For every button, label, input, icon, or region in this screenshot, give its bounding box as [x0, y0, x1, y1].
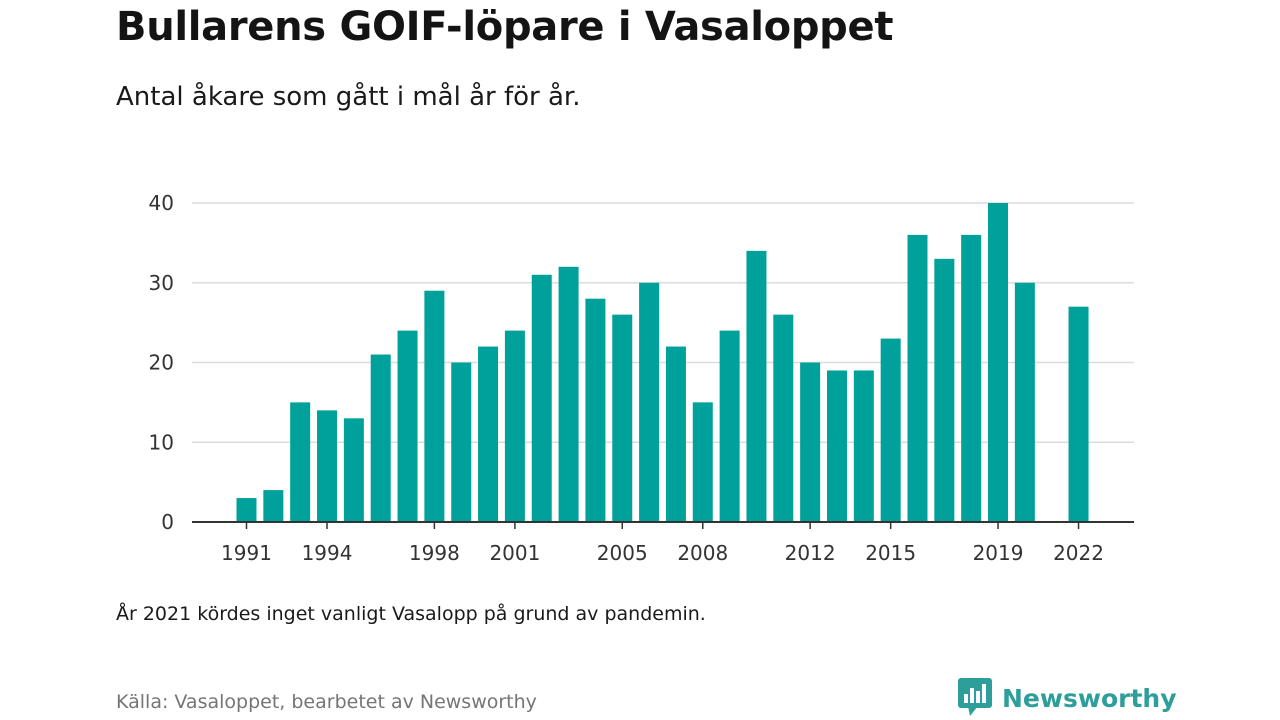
- x-tick-label: 2019: [973, 541, 1024, 565]
- bar-1994: [317, 410, 338, 522]
- bar-2000: [478, 346, 499, 522]
- bar-2004: [585, 298, 606, 522]
- x-tick-label: 2015: [865, 541, 916, 565]
- x-tick-label: 1998: [409, 541, 460, 565]
- bar-2002: [531, 274, 552, 522]
- y-tick-label: 20: [149, 351, 174, 375]
- bar-2011: [773, 314, 794, 522]
- brand-logo[interactable]: Newsworthy: [958, 678, 1177, 718]
- bar-2020: [1014, 282, 1035, 522]
- bar-2019: [988, 203, 1009, 522]
- bar-2016: [907, 234, 928, 522]
- x-tick-label: 2012: [785, 541, 836, 565]
- bar-2017: [934, 258, 955, 522]
- bar-2007: [665, 346, 686, 522]
- bar-2010: [746, 250, 767, 522]
- chart-subtitle: Antal åkare som gått i mål år för år.: [116, 82, 581, 112]
- chart-title: Bullarens GOIF-löpare i Vasaloppet: [116, 4, 894, 50]
- bar-1995: [343, 418, 364, 522]
- bar-2003: [558, 266, 579, 522]
- bar-1999: [451, 362, 472, 522]
- bar-2022: [1068, 306, 1089, 522]
- x-tick-label: 2008: [677, 541, 728, 565]
- bar-2012: [800, 362, 821, 522]
- x-tick-label: 2005: [597, 541, 648, 565]
- x-tick-label: 1991: [221, 541, 272, 565]
- bar-1997: [397, 330, 418, 522]
- x-tick-label: 1994: [302, 541, 353, 565]
- bar-1992: [263, 490, 284, 522]
- x-tick-label: 2001: [489, 541, 540, 565]
- bar-2006: [639, 282, 660, 522]
- bar-2018: [961, 234, 982, 522]
- bar-2008: [692, 402, 713, 522]
- x-tick-label: 2022: [1053, 541, 1104, 565]
- y-tick-label: 30: [149, 271, 174, 295]
- source-text: Källa: Vasaloppet, bearbetet av Newswort…: [116, 691, 537, 713]
- y-tick-label: 40: [149, 191, 174, 215]
- bar-2009: [719, 330, 740, 522]
- bar-2013: [826, 370, 847, 522]
- y-tick-label: 10: [149, 430, 174, 454]
- bar-2014: [853, 370, 874, 522]
- bar-1991: [236, 498, 257, 522]
- y-tick-label: 0: [161, 510, 174, 534]
- bar-1993: [290, 402, 311, 522]
- bar-2001: [504, 330, 525, 522]
- newsworthy-logo-icon: [958, 676, 992, 720]
- brand-name: Newsworthy: [1002, 683, 1177, 713]
- bar-2005: [612, 314, 633, 522]
- bar-chart: 0 10 20 30 40 1991 1994 1998 2001 2005 2008 2012 201…: [149, 191, 1134, 565]
- bar-1998: [424, 290, 445, 522]
- chart-note: År 2021 kördes inget vanligt Vasalopp på…: [116, 603, 706, 625]
- bar-1996: [370, 354, 391, 522]
- bar-2015: [880, 338, 901, 522]
